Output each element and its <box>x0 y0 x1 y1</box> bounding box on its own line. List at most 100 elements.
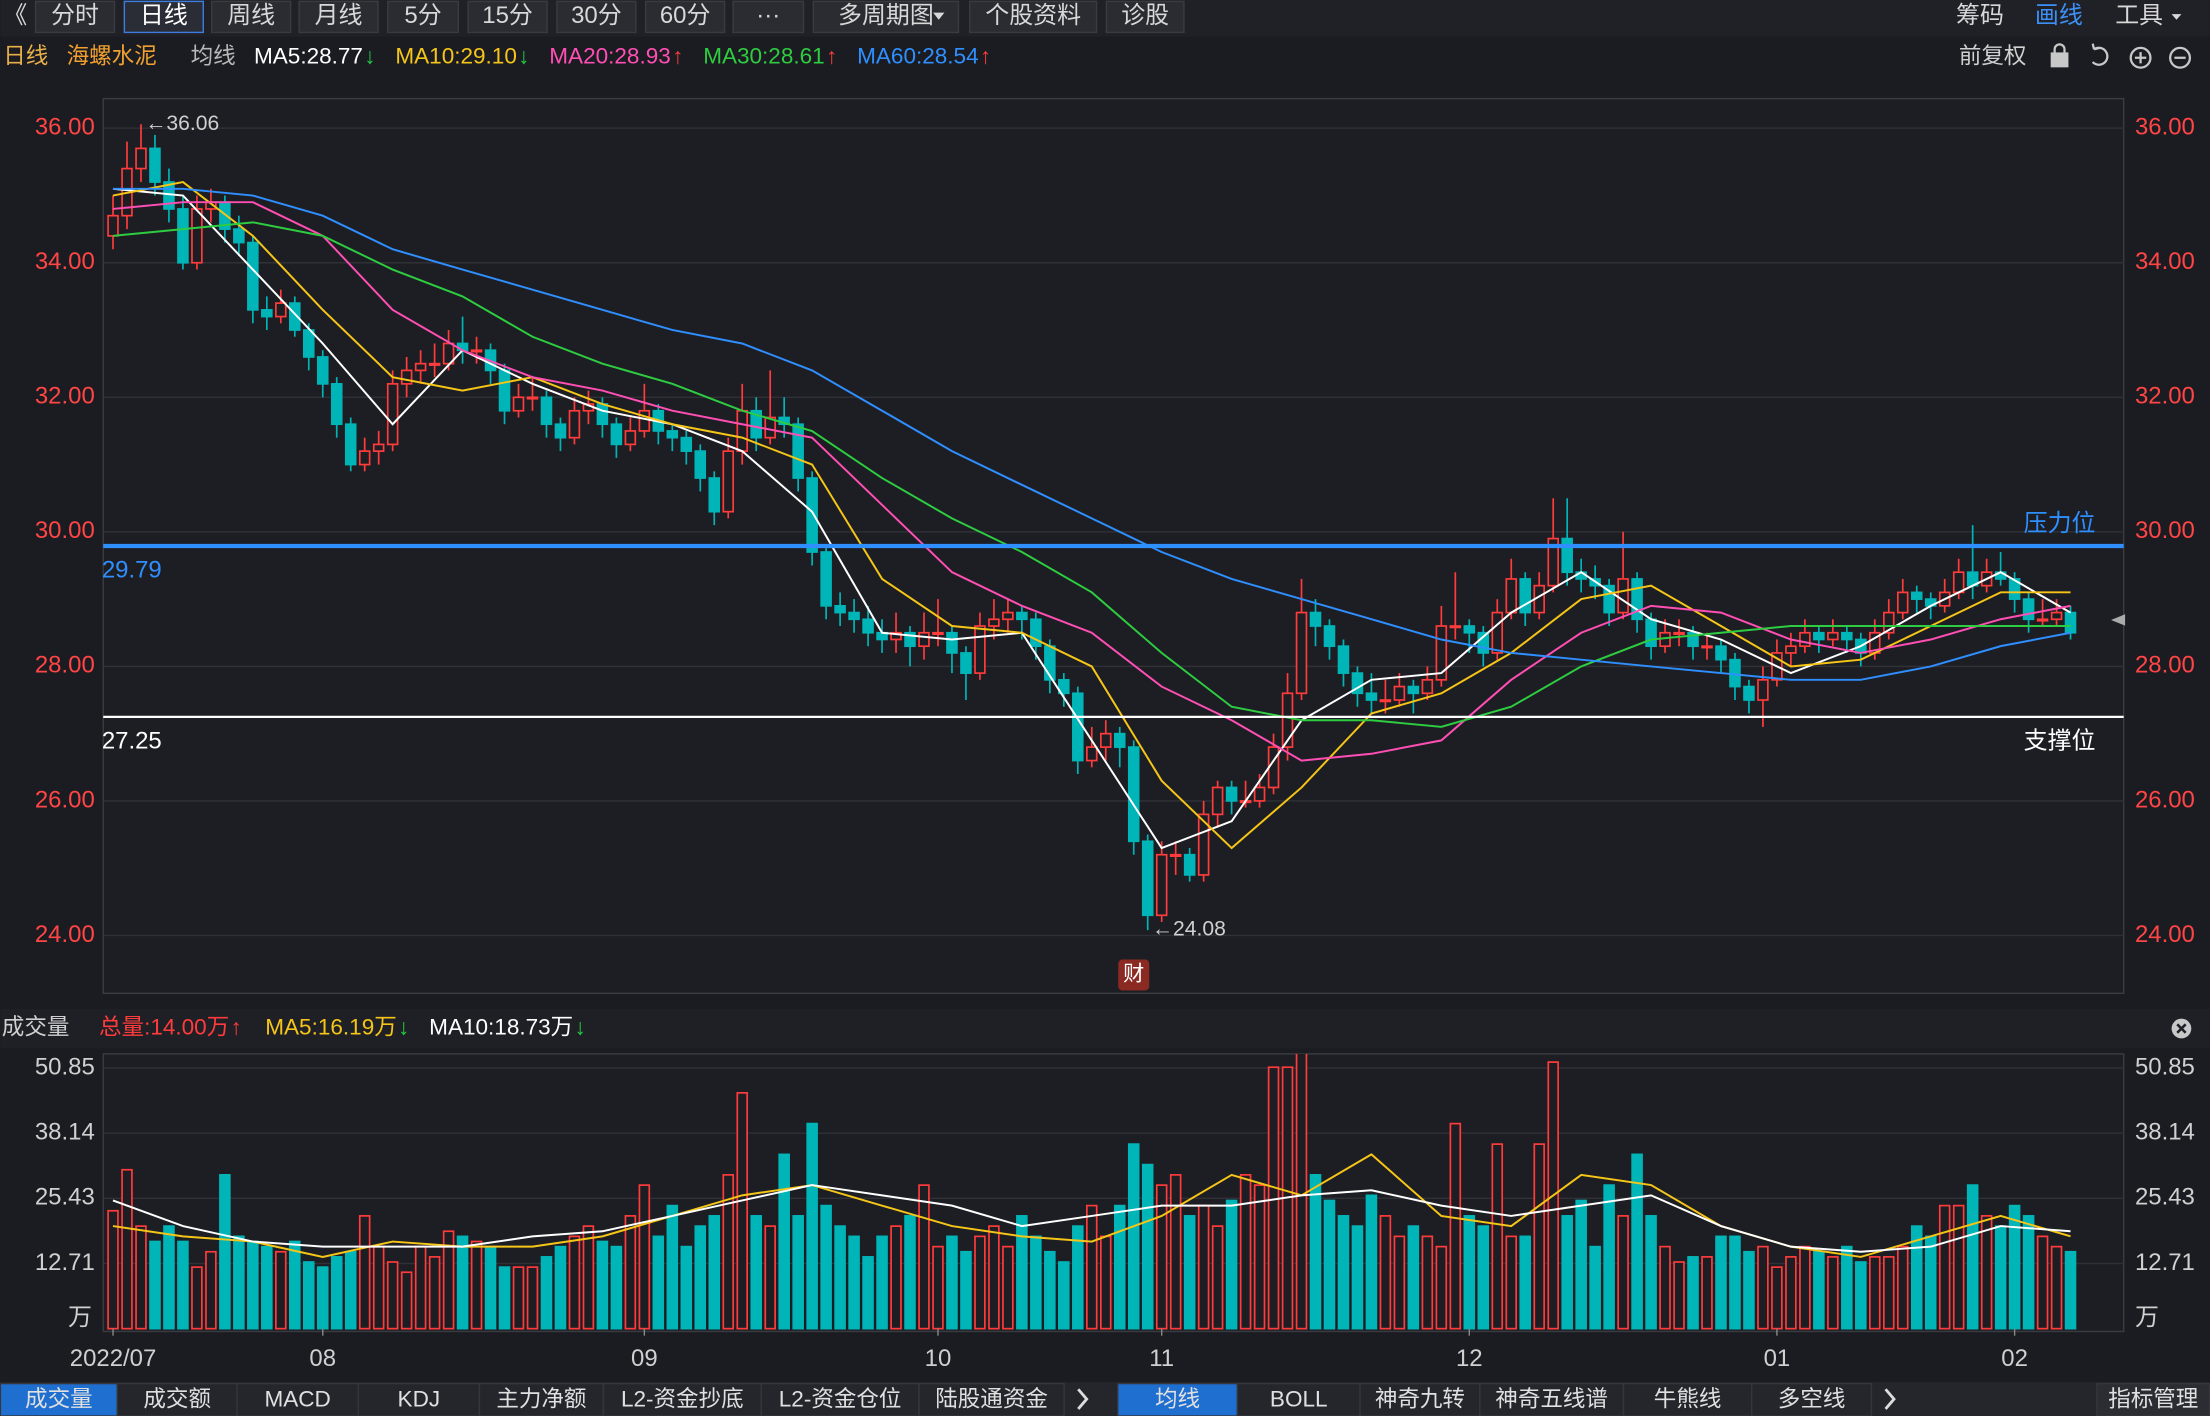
volume-bar <box>1505 1235 1518 1330</box>
tab-label[interactable]: 牛熊线 <box>1654 1386 1722 1411</box>
volume-bar <box>848 1235 860 1330</box>
tab[interactable] <box>602 1382 762 1416</box>
candle-body <box>554 423 567 439</box>
undo-icon[interactable] <box>2091 43 2109 66</box>
tab-label[interactable]: 神奇五线谱 <box>1495 1386 1608 1411</box>
tab-label[interactable]: L2-资金仓位 <box>779 1386 902 1411</box>
toolbar-button[interactable] <box>644 0 726 34</box>
zoom-out-icon[interactable] <box>2169 46 2192 69</box>
candle-body <box>177 208 189 264</box>
toolbar-button[interactable] <box>298 0 379 34</box>
tab-label[interactable]: 指标管理 <box>2108 1386 2198 1411</box>
toolbar-label[interactable]: 周线 <box>227 2 275 29</box>
volume-bar <box>820 1204 832 1330</box>
lock-icon[interactable] <box>2050 52 2069 68</box>
tab[interactable] <box>2096 1382 2210 1416</box>
toolbar-button[interactable] <box>467 0 548 34</box>
tab[interactable] <box>1236 1382 1361 1416</box>
toolbar-right-label[interactable]: 筹码 <box>1956 2 2004 29</box>
event-marker-label[interactable]: 财 <box>1123 962 1144 986</box>
stock-name: 海螺水泥 <box>67 44 157 69</box>
toolbar-label[interactable]: 《 <box>3 2 27 29</box>
candle-body <box>1058 678 1070 695</box>
dropdown-arrow <box>2171 14 2182 20</box>
volume-bar <box>428 1256 441 1330</box>
toolbar-right-label[interactable]: 画线 <box>2035 2 2083 29</box>
toolbar-button[interactable] <box>211 0 292 34</box>
volume-bar <box>1086 1204 1098 1330</box>
zoom-in-icon[interactable] <box>2129 46 2152 69</box>
tab[interactable] <box>1622 1382 1753 1416</box>
toolbar-button[interactable] <box>1105 0 1185 34</box>
toolbar-label[interactable]: 60分 <box>660 2 711 29</box>
tab[interactable] <box>918 1382 1065 1416</box>
toolbar-button[interactable] <box>732 0 805 34</box>
toolbar-label[interactable]: 个股资料 <box>985 2 1081 29</box>
volume-bar <box>1743 1250 1755 1330</box>
tab-label[interactable]: MACD <box>264 1386 330 1411</box>
tab[interactable] <box>760 1382 920 1416</box>
volume-bar <box>1575 1199 1587 1330</box>
candle-body <box>1799 631 1811 648</box>
tab-scroll[interactable] <box>1077 1388 1089 1410</box>
candle-body <box>694 450 707 479</box>
toolbar-label[interactable]: ··· <box>756 2 780 29</box>
candle-body <box>191 208 203 264</box>
tab-label[interactable]: KDJ <box>398 1386 441 1411</box>
tab[interactable] <box>0 1382 119 1416</box>
legend-arrow: ↓ <box>518 44 529 69</box>
volume-bar <box>568 1235 581 1330</box>
tab-label[interactable]: 均线 <box>1155 1386 1200 1411</box>
volume-bar <box>330 1256 343 1330</box>
toolbar-label[interactable]: 诊股 <box>1121 2 1169 29</box>
candle-body <box>247 241 259 311</box>
volume-bar <box>1337 1215 1350 1330</box>
toolbar-button[interactable] <box>387 0 459 34</box>
toolbar-button[interactable] <box>123 0 204 34</box>
tab-label[interactable]: 多空线 <box>1778 1386 1846 1411</box>
volume-total: 总量:14.00万 <box>99 1014 229 1039</box>
candle-body <box>1141 840 1154 917</box>
tab-label[interactable]: L2-资金抄底 <box>621 1386 744 1411</box>
volume-bar <box>694 1225 707 1330</box>
volume-bar <box>526 1266 539 1330</box>
candle-body <box>1155 853 1168 917</box>
toolbar-button[interactable] <box>812 0 960 34</box>
tab-label[interactable]: 神奇九转 <box>1375 1386 1465 1411</box>
legend-entry: MA10:18.73万 <box>429 1014 573 1039</box>
toolbar-button[interactable] <box>556 0 637 34</box>
volume-bar <box>932 1245 944 1330</box>
y-tick-label: 28.00 <box>2135 652 2195 679</box>
volume-bar <box>1938 1204 1951 1330</box>
candle-body <box>1337 645 1350 674</box>
toolbar-button[interactable] <box>969 0 1098 34</box>
candle-body <box>1491 611 1504 654</box>
tab[interactable] <box>1479 1382 1625 1416</box>
y-tick-label: 36.00 <box>35 114 95 141</box>
toolbar-label[interactable]: 30分 <box>571 2 622 29</box>
toolbar-button[interactable] <box>34 0 116 34</box>
toolbar-label[interactable]: 月线 <box>315 2 363 29</box>
toolbar-label[interactable]: 日线 <box>140 2 188 29</box>
volume-bar <box>1980 1215 1993 1330</box>
toolbar-label[interactable]: 15分 <box>482 2 533 29</box>
toolbar-right-label[interactable]: 工具 <box>2115 2 2163 29</box>
tab-label[interactable]: 陆股通资金 <box>935 1386 1048 1411</box>
tab-scroll[interactable] <box>1884 1388 1896 1410</box>
tab[interactable] <box>236 1382 359 1416</box>
tab-label[interactable]: 主力净额 <box>496 1386 586 1411</box>
tab-label[interactable]: BOLL <box>1270 1386 1328 1411</box>
volume-bar <box>470 1240 483 1330</box>
adjust-label[interactable]: 前复权 <box>1959 44 2027 69</box>
volume-bar <box>610 1245 623 1330</box>
toolbar-label[interactable]: 5分 <box>404 2 441 29</box>
tab-label[interactable]: 成交量 <box>25 1386 93 1411</box>
candle-body <box>932 631 944 636</box>
tab-label[interactable]: 成交额 <box>143 1386 211 1411</box>
volume-bar <box>708 1215 721 1330</box>
toolbar-label[interactable]: 分时 <box>51 2 99 29</box>
toolbar-label[interactable]: 多周期图 <box>838 2 934 29</box>
candle-body <box>498 369 511 412</box>
event-marker[interactable] <box>1118 959 1150 991</box>
tab[interactable] <box>1751 1382 1873 1416</box>
